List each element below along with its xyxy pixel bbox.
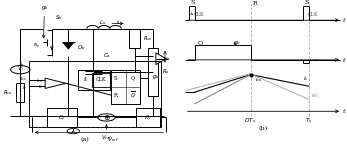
Text: +: + <box>18 62 23 67</box>
Text: $t$: $t$ <box>342 107 347 115</box>
Text: $R_{se}$: $R_{se}$ <box>143 34 153 43</box>
Text: $i_c$: $i_c$ <box>38 82 43 91</box>
Text: S: S <box>191 0 195 5</box>
Text: $f_s$: $f_s$ <box>83 75 89 84</box>
Polygon shape <box>156 53 166 65</box>
Bar <box>136 108 160 127</box>
Text: $i_c$: $i_c$ <box>303 75 309 83</box>
Text: $D_b$: $D_b$ <box>77 43 85 52</box>
Text: $R_{cs}$: $R_{cs}$ <box>3 88 12 97</box>
Text: $S_b$: $S_b$ <box>55 13 62 22</box>
Text: (a): (a) <box>81 137 89 142</box>
Text: $i_{L_o}$: $i_{L_o}$ <box>116 18 123 28</box>
Text: $\oplus$: $\oplus$ <box>103 113 110 122</box>
Bar <box>28 61 161 127</box>
Text: $g_b$: $g_b$ <box>152 73 159 81</box>
Text: R: R <box>252 1 257 6</box>
Bar <box>28 61 161 127</box>
Text: $K_v$: $K_v$ <box>144 113 152 122</box>
Text: $i_c$: $i_c$ <box>22 83 27 92</box>
Text: CLK: CLK <box>96 77 107 82</box>
Bar <box>129 29 140 48</box>
Text: Q: Q <box>130 76 135 81</box>
Text: $\overline{Q}$: $\overline{Q}$ <box>130 91 135 100</box>
Text: $R_o$: $R_o$ <box>161 67 170 76</box>
Polygon shape <box>62 42 75 50</box>
Text: ...: ... <box>312 56 318 61</box>
Text: $i_{cs}$: $i_{cs}$ <box>255 75 263 84</box>
Text: CLK: CLK <box>307 12 318 17</box>
Text: $C_v$: $C_v$ <box>58 113 66 122</box>
Text: S: S <box>304 0 309 5</box>
Text: S: S <box>114 76 118 81</box>
Text: $v_o$: $v_o$ <box>163 55 170 63</box>
Text: (b): (b) <box>258 126 267 131</box>
Text: $k_i i_{L_o}$: $k_i i_{L_o}$ <box>311 92 321 101</box>
Text: $DT_s$: $DT_s$ <box>244 116 256 125</box>
Text: $i_{cs}$: $i_{cs}$ <box>20 74 27 83</box>
Text: $C_a$: $C_a$ <box>103 52 111 60</box>
Text: $i_{S_b}$: $i_{S_b}$ <box>33 40 40 50</box>
Bar <box>111 70 139 104</box>
Text: CLK: CLK <box>194 12 204 17</box>
Text: $t$: $t$ <box>342 56 347 64</box>
Bar <box>16 83 24 102</box>
Text: -: - <box>19 72 21 77</box>
Text: Q: Q <box>198 41 203 45</box>
Text: $i_{cs}$: $i_{cs}$ <box>36 76 43 85</box>
Text: $V_{ref}$: $V_{ref}$ <box>101 133 112 142</box>
Bar <box>148 48 158 96</box>
Text: R: R <box>114 93 118 98</box>
Bar <box>47 108 77 127</box>
Polygon shape <box>45 78 66 89</box>
Text: $g_b$: $g_b$ <box>232 39 241 47</box>
Bar <box>78 70 110 90</box>
Text: $V_{ref}$: $V_{ref}$ <box>107 135 119 144</box>
Text: $T_s$: $T_s$ <box>305 116 313 125</box>
Text: $L_o$: $L_o$ <box>99 18 106 27</box>
Text: $t$: $t$ <box>342 16 347 24</box>
Bar <box>92 73 110 87</box>
Text: $g_b$: $g_b$ <box>41 4 49 12</box>
Text: $V_i$: $V_i$ <box>17 64 24 73</box>
